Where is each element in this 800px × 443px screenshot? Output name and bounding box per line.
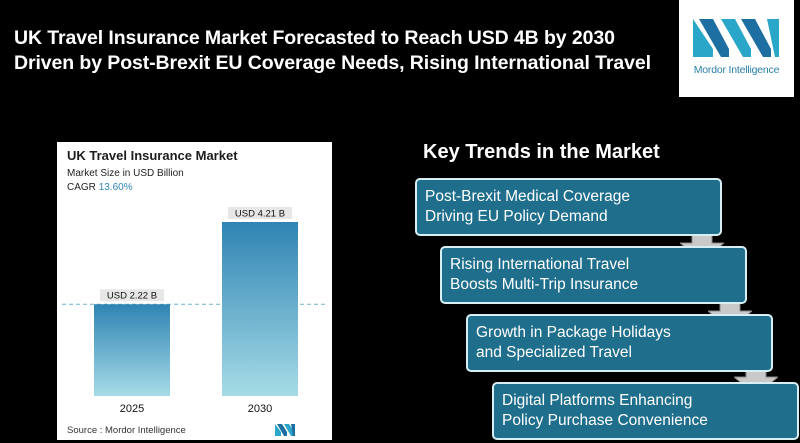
bar-chart: USD 2.22 B 2025 USD 4.21 B 2030 (62, 207, 327, 436)
trend-line-2: Driving EU Policy Demand (425, 208, 608, 225)
trend-line-1: Growth in Package Holidays (476, 324, 671, 341)
trend-box: Growth in Package Holidays and Specializ… (466, 314, 773, 372)
headline-line-1: UK Travel Insurance Market Forecasted to… (14, 27, 615, 49)
data-label: USD 4.21 B (235, 209, 285, 220)
trend-line-2: Policy Purchase Convenience (502, 412, 708, 429)
logo: Mordor Intelligence (679, 0, 794, 97)
x-tick-label: 2025 (120, 403, 144, 415)
cagr-value: 13.60% (98, 182, 133, 193)
chart-subtitle: Market Size in USD Billion (67, 168, 184, 179)
trend-line-1: Rising International Travel (450, 256, 630, 273)
cagr-label: CAGR (67, 182, 96, 193)
bar-2025 (94, 304, 170, 396)
bar-2030 (222, 222, 298, 396)
data-label-bg (228, 207, 292, 219)
headline-line-2: Driven by Post-Brexit EU Coverage Needs,… (14, 52, 651, 74)
trend-line-2: Boosts Multi-Trip Insurance (450, 276, 639, 293)
x-tick-label: 2030 (248, 403, 272, 415)
chart-cagr: CAGR 13.60% (67, 182, 133, 193)
logo-text: Mordor Intelligence (693, 64, 780, 76)
trend-box: Post-Brexit Medical Coverage Driving EU … (415, 178, 722, 236)
mordor-mini-logo-icon (275, 424, 295, 436)
mordor-intelligence-logo-icon (693, 19, 779, 57)
trend-line-2: and Specialized Travel (476, 344, 632, 361)
trend-box: Digital Platforms Enhancing Policy Purch… (492, 382, 799, 440)
data-label: USD 2.22 B (107, 291, 157, 302)
trend-line-1: Digital Platforms Enhancing (502, 392, 693, 409)
data-label-bg (100, 289, 164, 302)
trend-line-1: Post-Brexit Medical Coverage (425, 188, 631, 205)
chart-title: UK Travel Insurance Market (67, 148, 238, 163)
headline: UK Travel Insurance Market Forecasted to… (14, 26, 674, 76)
chart-card: USD 2.22 B 2025 USD 4.21 B 2030 UK Travel I… (57, 142, 332, 440)
trend-box: Rising International Travel Boosts Multi… (440, 246, 747, 304)
chart-source: Source : Mordor Intelligence (67, 425, 186, 436)
trends-title: Key Trends in the Market (423, 141, 660, 163)
